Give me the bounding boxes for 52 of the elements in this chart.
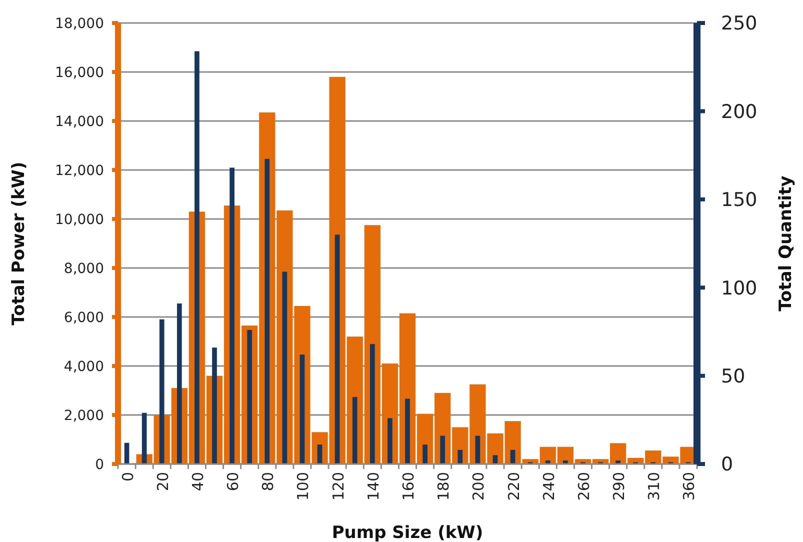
x-tick-label: 180 <box>434 472 453 501</box>
y-tick-label: 16,000 <box>55 64 104 81</box>
bar <box>422 444 428 464</box>
y2-axis-title: Total Quantity <box>776 176 796 312</box>
y-tick-label: 6,000 <box>64 310 104 326</box>
bar <box>388 418 392 464</box>
bar <box>194 51 200 464</box>
x-tick-label: 100 <box>294 472 312 501</box>
x-tick-label: 120 <box>329 472 348 501</box>
x-tick-label: 360 <box>680 472 698 501</box>
bar <box>230 168 234 464</box>
y-axis-title: Total Power (kW) <box>9 162 29 326</box>
x-tick-label: 40 <box>188 472 207 492</box>
x-tick-label: 200 <box>470 472 488 501</box>
x-tick-label: 240 <box>540 472 558 501</box>
bar <box>282 272 288 464</box>
bar <box>405 398 410 464</box>
bar <box>212 348 217 464</box>
bar <box>370 344 375 464</box>
y-tick-label: 8,000 <box>64 260 104 277</box>
bar <box>440 436 446 464</box>
y2-tick-label: 150 <box>721 189 758 212</box>
y-tick-label: 18,000 <box>55 16 104 32</box>
x-tick-label: 160 <box>400 472 418 501</box>
bar <box>317 444 322 464</box>
bar <box>475 436 480 464</box>
y2-tick-label: 50 <box>721 365 746 388</box>
y2-tick-label: 200 <box>721 100 758 123</box>
x-axis-title: Pump Size (kW) <box>332 523 484 542</box>
x-tick-label: 80 <box>259 472 278 492</box>
y2-tick-label: 250 <box>721 12 758 35</box>
y-tick-label: 10,000 <box>55 212 104 228</box>
bar <box>334 234 340 464</box>
x-tick-label: 290 <box>610 472 628 501</box>
bar <box>352 396 358 464</box>
bar <box>458 450 463 464</box>
bar <box>124 442 130 464</box>
x-tick-label: 0 <box>118 472 137 482</box>
x-tick-label: 140 <box>364 472 382 501</box>
x-tick-label: 220 <box>504 472 523 501</box>
x-tick-label: 260 <box>574 472 593 501</box>
bar <box>300 354 305 464</box>
y-tick-label: 0 <box>95 456 104 473</box>
y-tick-label: 12,000 <box>55 162 104 179</box>
x-tick-label: 310 <box>645 472 664 501</box>
y2-tick-label: 100 <box>721 277 758 300</box>
y-tick-label: 4,000 <box>64 358 104 375</box>
y2-tick-label: 0 <box>721 454 734 476</box>
x-tick-label: 20 <box>154 472 172 492</box>
x-tick-label: 60 <box>224 472 242 492</box>
y-tick-label: 14,000 <box>55 114 104 130</box>
y-tick-label: 2,000 <box>64 408 104 424</box>
